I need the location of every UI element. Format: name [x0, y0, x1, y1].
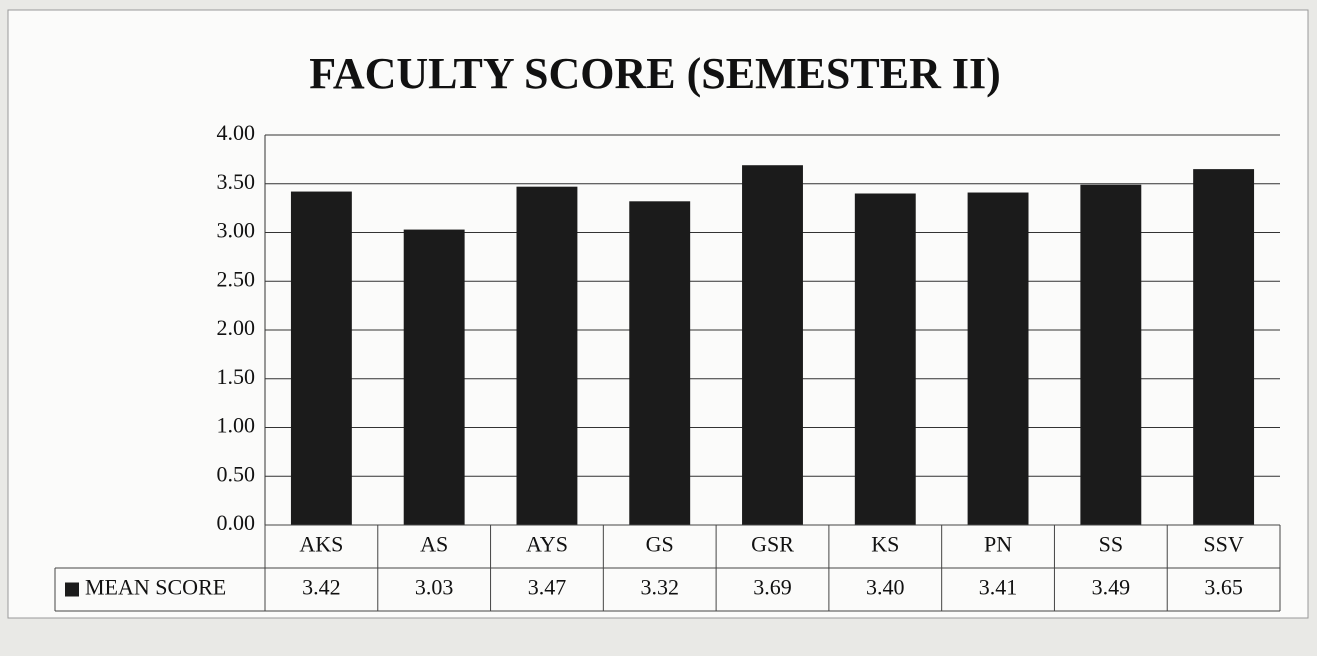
- bar: [1193, 169, 1255, 525]
- table-value: 3.49: [1092, 575, 1131, 600]
- bar: [742, 165, 803, 525]
- chart-title: FACULTY SCORE (SEMESTER II): [309, 49, 1001, 98]
- x-tick-label: KS: [871, 532, 899, 557]
- y-tick-label: 0.50: [217, 461, 256, 486]
- table-value: 3.41: [979, 575, 1018, 600]
- bar: [403, 229, 465, 525]
- bar: [854, 193, 916, 525]
- table-value: 3.47: [528, 575, 567, 600]
- legend-label: MEAN SCORE: [85, 575, 226, 600]
- y-tick-label: 2.00: [217, 315, 256, 340]
- y-tick-label: 1.00: [217, 413, 256, 438]
- x-tick-label: PN: [984, 532, 1012, 557]
- x-tick-label: SSV: [1203, 532, 1243, 557]
- x-tick-label: AKS: [299, 532, 343, 557]
- y-tick-label: 3.00: [217, 218, 256, 243]
- x-tick-label: SS: [1099, 532, 1123, 557]
- y-tick-label: 2.50: [217, 266, 256, 291]
- bar: [516, 186, 578, 526]
- x-tick-label: GSR: [751, 532, 794, 557]
- y-tick-label: 1.50: [217, 364, 256, 389]
- bar: [1080, 184, 1142, 525]
- table-value: 3.42: [302, 575, 341, 600]
- table-value: 3.65: [1204, 575, 1243, 600]
- y-tick-label: 4.00: [217, 120, 256, 145]
- table-value: 3.40: [866, 575, 905, 600]
- table-value: 3.32: [640, 575, 679, 600]
- table-value: 3.03: [415, 575, 454, 600]
- x-tick-label: AYS: [526, 532, 568, 557]
- y-tick-label: 3.50: [217, 169, 256, 194]
- x-tick-label: AS: [420, 532, 448, 557]
- legend-key: [65, 582, 79, 597]
- y-tick-label: 0.00: [217, 510, 256, 535]
- x-tick-label: GS: [646, 532, 674, 557]
- bar: [629, 201, 691, 526]
- table-value: 3.69: [753, 575, 792, 600]
- bar: [290, 191, 352, 526]
- bar: [967, 192, 1029, 525]
